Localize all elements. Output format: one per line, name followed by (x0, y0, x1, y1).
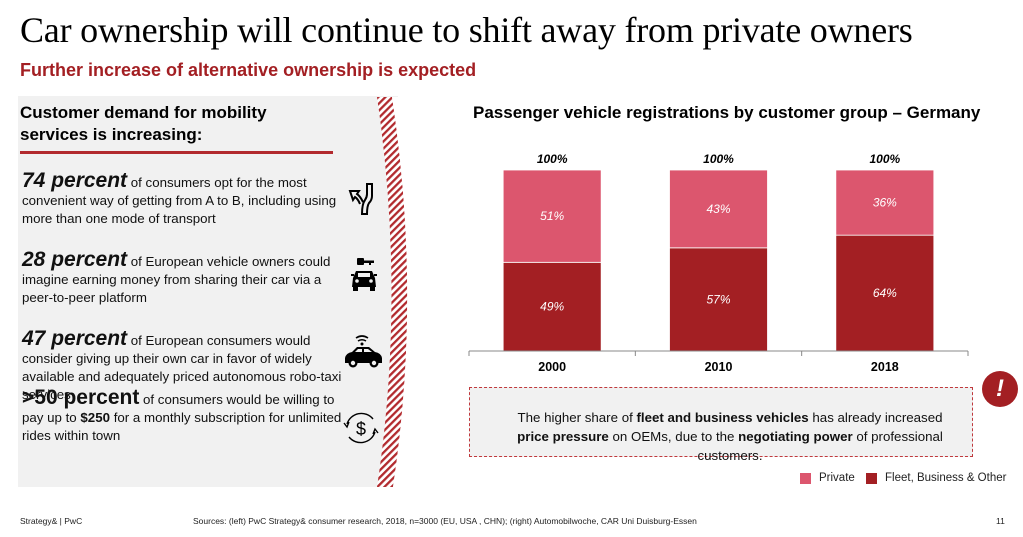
legend-swatch-fleet (866, 472, 877, 484)
legend-swatch-private (800, 472, 811, 484)
connected-car-icon (345, 335, 382, 368)
dollar-sign: $ (356, 419, 366, 439)
stat-figure: 47 percent (22, 327, 128, 350)
alert-icon: ! (982, 371, 1018, 407)
bar-segment-private-2000 (502, 169, 602, 263)
callout-emphasis: price pressure (517, 429, 609, 444)
slide-subtitle: Further increase of alternative ownershi… (20, 60, 477, 80)
car-key-icon (351, 258, 377, 291)
panel-heading: Customer demand for mobility services is… (20, 103, 267, 144)
footer-sources: Sources: (left) PwC Strategy& consumer r… (193, 516, 697, 526)
callout-run: on OEMs, due to the (608, 429, 739, 444)
bar-segment-private-2010 (669, 169, 768, 249)
x-tick-label: 2010 (705, 360, 733, 374)
total-label: 100% (869, 152, 900, 166)
stat-figure: >50 percent (22, 386, 140, 409)
data-label: 49% (540, 300, 564, 314)
stat-figure: 74 percent (22, 169, 128, 192)
chart-title: Passenger vehicle registrations by custo… (473, 103, 981, 122)
footer-brand: Strategy& | PwC (20, 516, 83, 526)
left-panel-background (18, 96, 398, 487)
callout-emphasis: negotiating power (738, 429, 853, 444)
stat-text: of consumers opt for the most convenient… (22, 175, 337, 226)
stat-text: of consumers would be willing to pay up … (22, 392, 335, 425)
callout-run: has already increased (808, 410, 943, 425)
bar-segment-fleet-2010 (669, 247, 768, 352)
stat-item: 47 percent of European consumers would c… (22, 327, 342, 404)
dollar-cycle-icon: $ (343, 412, 379, 444)
legend-item-fleet: Fleet, Business & Other (866, 471, 1006, 485)
page-number: 11 (996, 516, 1005, 526)
callout-emphasis: fleet and business vehicles (636, 410, 809, 425)
stat-item: 74 percent of consumers opt for the most… (22, 169, 342, 228)
data-label: 51% (540, 209, 564, 223)
callout-text: The higher share of fleet and business v… (500, 408, 960, 465)
bar-segment-private-2018 (835, 169, 935, 236)
total-label: 100% (537, 152, 568, 166)
callout-box: The higher share of fleet and business v… (469, 387, 973, 463)
data-label: 36% (873, 196, 897, 210)
callout-run: of professional customers. (697, 429, 943, 463)
bar-segment-fleet-2018 (835, 234, 935, 352)
stat-figure: 28 percent (22, 248, 128, 271)
stat-text-bold: $250 (80, 410, 110, 425)
callout-run: The higher share of (517, 410, 637, 425)
stat-text: for a monthly subscription for unlimited… (22, 410, 342, 443)
data-label: 64% (873, 286, 897, 300)
x-tick-label: 2018 (871, 360, 899, 374)
stat-item: 28 percent of European vehicle owners co… (22, 248, 342, 307)
merge-arrow-icon (348, 183, 373, 215)
legend-label: Private (819, 472, 855, 484)
heading-underline (20, 151, 333, 154)
bar-segment-fleet-2000 (502, 261, 602, 352)
data-label: 43% (706, 202, 730, 216)
x-tick-label: 2000 (538, 360, 566, 374)
stat-item: >50 percent of consumers would be willin… (22, 386, 342, 445)
legend-label: Fleet, Business & Other (885, 472, 1007, 484)
stat-text: of European vehicle owners could imagine… (22, 254, 331, 305)
legend-item-private: Private (800, 471, 855, 485)
total-label: 100% (703, 152, 734, 166)
slide-title: Car ownership will continue to shift awa… (20, 10, 913, 50)
data-label: 57% (706, 292, 730, 306)
stat-text: of European consumers would consider giv… (22, 333, 342, 402)
